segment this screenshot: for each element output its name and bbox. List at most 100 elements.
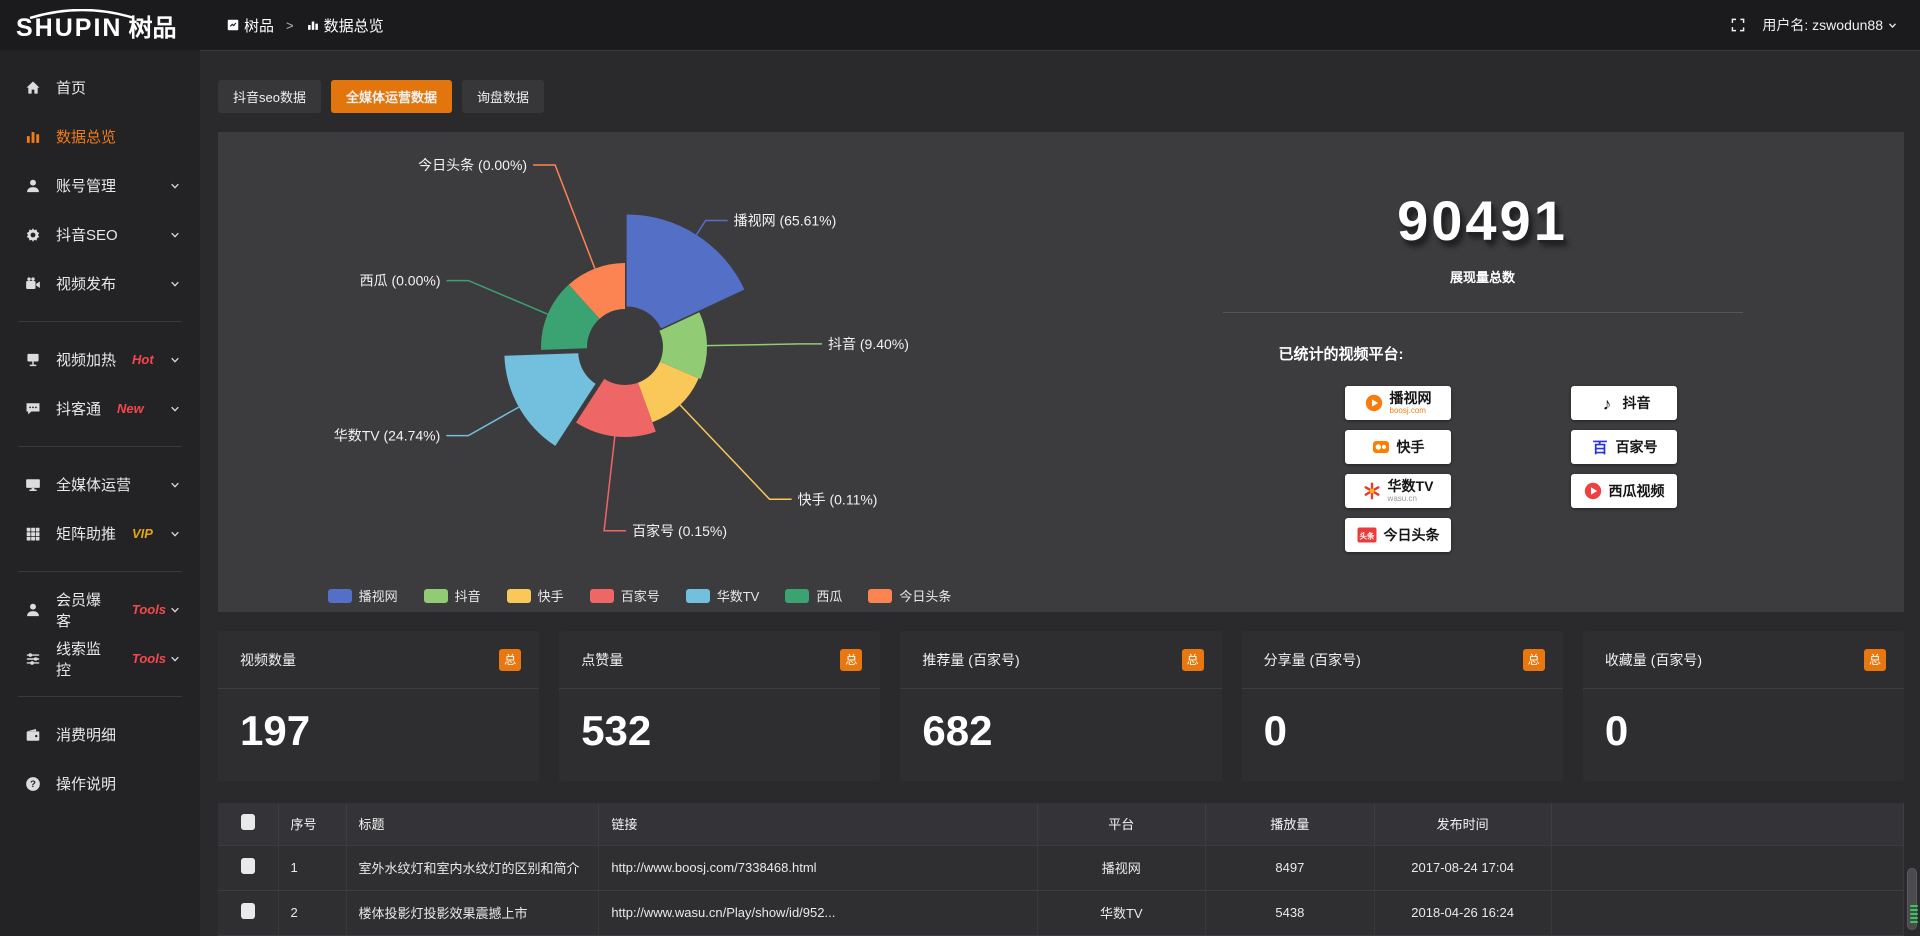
- cell-time: 2017-08-24 17:04: [1374, 845, 1552, 890]
- user-menu[interactable]: 用户名: zswodun88: [1762, 15, 1898, 35]
- tab[interactable]: 全媒体运营数据: [330, 80, 452, 113]
- table-row: 1 室外水纹灯和室内水纹灯的区别和简介 http://www.boosj.com/7…: [218, 845, 1905, 890]
- sliders-icon: [24, 650, 42, 668]
- legend-swatch: [685, 588, 710, 603]
- legend-item[interactable]: 播视网: [327, 586, 398, 605]
- stat-card-value: 682: [922, 707, 993, 754]
- column-header[interactable]: 序号: [278, 803, 347, 845]
- sidebar-item[interactable]: 数据总览: [0, 112, 200, 161]
- fullscreen-icon[interactable]: [1730, 17, 1746, 33]
- pie-slice[interactable]: [568, 263, 625, 319]
- svg-text:?: ?: [30, 779, 36, 790]
- page-scrollbar[interactable]: [1906, 0, 1918, 936]
- sidebar-item[interactable]: 首页: [0, 63, 200, 112]
- platform-badge[interactable]: 快手: [1344, 430, 1451, 464]
- pie-label-line: [446, 279, 548, 315]
- platform-badge[interactable]: 百百家号: [1570, 430, 1677, 464]
- sidebar-item-label: 矩阵助推: [56, 526, 117, 543]
- impressions-total-value: 90491: [1397, 189, 1568, 252]
- pie-label: 播视网 (65.61%): [733, 213, 836, 229]
- row-checkbox[interactable]: [240, 858, 255, 874]
- total-stats-panel: 90491 展现量总数 已统计的视频平台: 播视网 boosj.com 快手 华数TV…: [1061, 132, 1904, 612]
- column-header[interactable]: 发布时间: [1374, 803, 1552, 845]
- legend-item[interactable]: 西瓜: [785, 586, 842, 605]
- sidebar-item[interactable]: 线索监控 Tools: [0, 634, 200, 683]
- legend-item[interactable]: 快手: [506, 586, 564, 605]
- platform-badge[interactable]: ♪ 抖音: [1570, 386, 1677, 420]
- sidebar-item-badge: New: [117, 401, 144, 416]
- platform-badge[interactable]: 播视网 boosj.com: [1344, 386, 1451, 420]
- stat-card-label: 点赞量: [581, 651, 624, 668]
- sidebar-divider: [18, 321, 182, 322]
- pie-slice[interactable]: [637, 361, 699, 423]
- sidebar-item[interactable]: 账号管理: [0, 161, 200, 210]
- square-icon: [226, 18, 240, 32]
- pie-slice[interactable]: [626, 214, 744, 329]
- stat-card-value: 532: [581, 707, 652, 754]
- legend-label: 今日头条: [899, 589, 952, 604]
- column-header[interactable]: 链接: [598, 803, 1038, 845]
- sidebar-divider: [18, 571, 182, 572]
- legend-item[interactable]: 今日头条: [868, 586, 951, 605]
- platform-name: 快手: [1396, 439, 1425, 455]
- rose-pie-chart: 播视网 (65.61%) 抖音 (9.40%) 快手 (0.11%) 百家号 (0.1…: [333, 157, 908, 539]
- column-header[interactable]: 标题: [346, 803, 600, 845]
- column-header[interactable]: 播放量: [1205, 803, 1375, 845]
- platform-badge[interactable]: 西瓜视频: [1570, 474, 1677, 508]
- videos-table: 序号 标题 链接 平台 播放量 发布时间 1 室外水纹灯和室内水纹灯的区别和简介 http:/…: [218, 803, 1905, 936]
- legend-swatch: [423, 588, 448, 603]
- cell-link[interactable]: http://www.boosj.com/7338468.html: [598, 845, 1038, 890]
- sidebar-item[interactable]: 视频加热 Hot: [0, 335, 200, 384]
- pie-label-line: [445, 406, 519, 437]
- platform-badge-grid: 播视网 boosj.com 快手华数TV wasu.cn 头条 今日头条 ♪ 抖音百百家号西瓜…: [1344, 386, 1677, 552]
- select-all-checkbox[interactable]: [240, 814, 255, 831]
- legend-item[interactable]: 抖音: [423, 586, 481, 605]
- sidebar-item[interactable]: 抖客通 New: [0, 384, 200, 433]
- legend-label: 快手: [537, 589, 564, 604]
- sidebar-item[interactable]: 矩阵助推 VIP: [0, 509, 200, 558]
- platform-name: 华数TV: [1387, 478, 1434, 494]
- home-icon: [24, 79, 42, 97]
- sidebar-item[interactable]: ? 操作说明: [0, 759, 200, 808]
- pie-slice[interactable]: [658, 312, 707, 379]
- sidebar-item[interactable]: 抖音SEO: [0, 210, 200, 259]
- stat-card: 推荐量 (百家号) 总 682: [900, 631, 1222, 781]
- cell-title[interactable]: 室外水纹灯和室内水纹灯的区别和简介: [346, 845, 600, 890]
- breadcrumb-item-home[interactable]: 树品: [226, 15, 274, 36]
- sidebar-item-label: 线索监控: [56, 640, 102, 679]
- platform-badge[interactable]: 华数TV wasu.cn: [1344, 474, 1451, 508]
- sidebar-item[interactable]: 视频发布: [0, 259, 200, 308]
- cell-plays: 5438: [1205, 890, 1375, 935]
- chart-legend: 播视网 抖音 快手 百家号 华数TV 西瓜 今日头条: [327, 586, 951, 605]
- toutiao-logo-icon: 头条: [1356, 525, 1378, 545]
- tab[interactable]: 询盘数据: [461, 80, 544, 113]
- legend-label: 西瓜: [816, 589, 843, 604]
- wallet-icon: [24, 726, 42, 744]
- pie-slice[interactable]: [503, 353, 596, 446]
- pie-label-line: [679, 404, 792, 501]
- table-row: 2 楼体投影灯投影效果震撼上市 http://www.wasu.cn/Play/sh…: [218, 890, 1905, 935]
- legend-item[interactable]: 百家号: [589, 586, 660, 605]
- column-header[interactable]: 平台: [1037, 803, 1207, 845]
- kuaishou-logo-icon: [1371, 437, 1391, 457]
- row-checkbox[interactable]: [240, 903, 255, 919]
- sidebar-item[interactable]: 消费明细: [0, 710, 200, 759]
- stat-card: 收藏量 (百家号) 总 0: [1582, 631, 1905, 781]
- legend-item[interactable]: 华数TV: [685, 586, 759, 605]
- cell-link[interactable]: http://www.wasu.cn/Play/show/id/952...: [598, 890, 1038, 935]
- legend-label: 百家号: [620, 589, 660, 604]
- chevron-down-icon: [166, 653, 184, 665]
- stat-card-label: 视频数量: [240, 651, 296, 668]
- breadcrumb-item-current[interactable]: 数据总览: [306, 15, 384, 36]
- overview-panel: 播视网 (65.61%) 抖音 (9.40%) 快手 (0.11%) 百家号 (0.1…: [218, 132, 1904, 612]
- cell-title[interactable]: 楼体投影灯投影效果震撼上市: [346, 890, 600, 935]
- scrollbar-thumb[interactable]: [1907, 868, 1918, 930]
- sidebar-item-label: 视频加热: [56, 352, 117, 369]
- sidebar-item[interactable]: 会员爆客 Tools: [0, 585, 200, 634]
- pie-slice[interactable]: [575, 378, 656, 438]
- tab[interactable]: 抖音seo数据: [218, 80, 321, 113]
- sidebar-item[interactable]: 全媒体运营: [0, 460, 200, 509]
- platform-badge[interactable]: 头条 今日头条: [1344, 518, 1451, 552]
- pie-slice[interactable]: [540, 284, 600, 350]
- svg-text:♪: ♪: [1602, 395, 1611, 414]
